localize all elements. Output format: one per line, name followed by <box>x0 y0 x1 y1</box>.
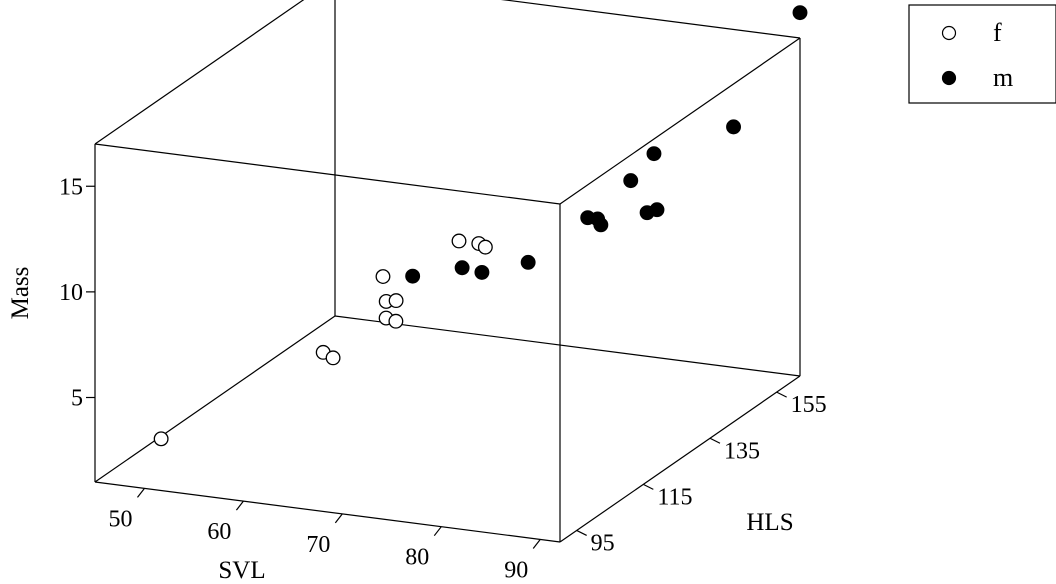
y-axis-title: HLS <box>746 509 793 536</box>
legend: f m <box>908 4 1056 104</box>
data-points <box>153 5 808 447</box>
z-tick-label: 5 <box>71 386 83 412</box>
legend-box <box>908 4 1056 104</box>
y-tick-mark <box>643 483 654 490</box>
x-tick-mark <box>532 539 541 549</box>
cube-edge <box>94 143 561 205</box>
x-tick-mark <box>136 488 145 498</box>
z-axis-title: Mass <box>7 267 34 320</box>
data-point-m <box>623 173 639 189</box>
x-tick-mark <box>334 513 343 524</box>
data-point-m <box>405 268 421 284</box>
data-point-m <box>454 260 470 276</box>
legend-label-f: f <box>993 18 1002 47</box>
y-tick-label: 155 <box>791 392 827 418</box>
x-tick-mark <box>433 526 442 537</box>
x-tick-label: 80 <box>405 545 429 571</box>
z-tick-label: 10 <box>59 280 83 306</box>
x-tick-label: 70 <box>306 532 330 558</box>
legend-marker-m <box>941 70 957 86</box>
z-tick-label: 15 <box>59 174 83 200</box>
y-tick-label: 135 <box>724 438 760 464</box>
cube-edge <box>559 375 801 543</box>
x-tick-label: 50 <box>108 506 132 532</box>
data-point-f <box>388 293 404 309</box>
cube-edge <box>94 481 561 543</box>
cube-edge <box>334 315 801 377</box>
y-tick-mark <box>776 391 787 398</box>
data-point-m <box>474 264 490 280</box>
y-tick-label: 115 <box>657 484 692 510</box>
plot-box <box>94 0 801 543</box>
legend-label-m: m <box>993 63 1013 92</box>
x-tick-mark <box>235 500 244 511</box>
cube-edge <box>94 0 305 145</box>
x-axis-title: SVL <box>218 557 265 584</box>
data-point-f <box>451 233 467 249</box>
data-point-f <box>477 239 493 255</box>
data-point-f <box>325 350 341 366</box>
data-point-m <box>726 119 741 135</box>
data-point-f <box>388 313 404 329</box>
data-point-m <box>646 146 662 162</box>
data-point-m <box>520 254 536 270</box>
cube-edge <box>94 315 336 483</box>
data-point-f <box>153 431 169 447</box>
legend-marker-f <box>941 25 957 41</box>
data-point-m <box>792 5 808 21</box>
data-point-f <box>375 269 391 284</box>
y-tick-label: 95 <box>591 530 615 556</box>
y-tick-mark <box>709 437 721 444</box>
cube-edge <box>500 0 801 39</box>
data-point-m <box>649 202 665 218</box>
data-point-m <box>593 217 609 233</box>
x-tick-label: 60 <box>207 519 231 545</box>
y-tick-mark <box>576 529 587 537</box>
axis-ticks: 50 60 70 80 90 95 115 135 155 5 10 15 <box>59 174 827 583</box>
x-tick-label: 90 <box>504 557 528 583</box>
cube-edge <box>559 37 801 205</box>
